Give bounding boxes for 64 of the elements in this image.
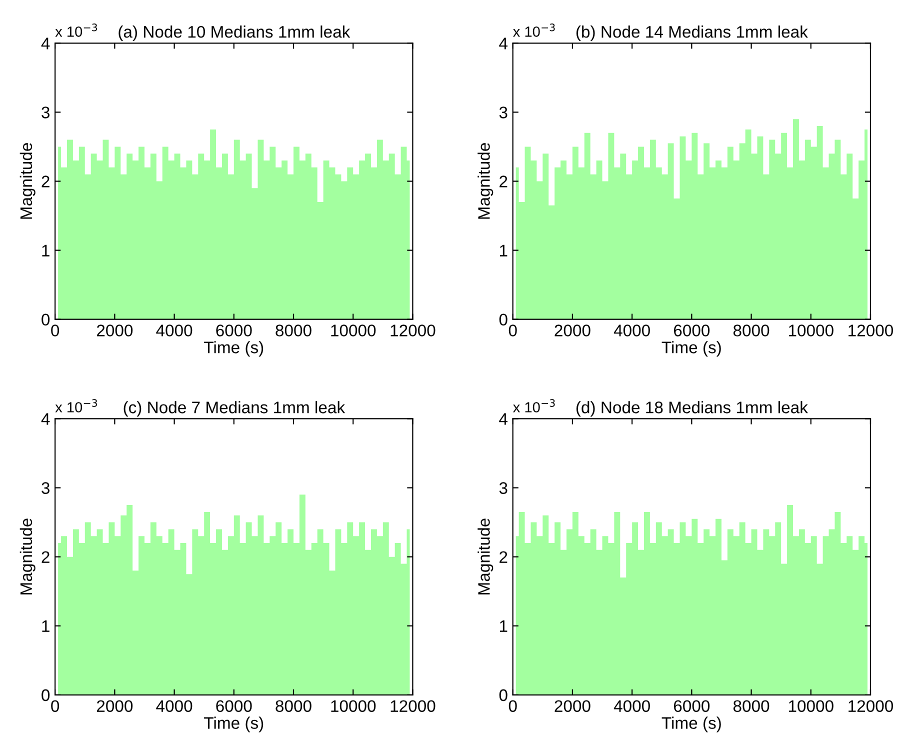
y-axis-title: Magnitude (20, 143, 36, 219)
text: x 10$^{−3}$ (55, 24, 98, 37)
y-axis-title: Magnitude (478, 143, 494, 219)
y-tick-label: 1 (500, 244, 508, 256)
x-axis-title: Time (s) (204, 341, 264, 357)
y-tick-label: 1 (42, 620, 50, 632)
x-tick-label: 4000 (156, 700, 192, 712)
x-tick-label: 2000 (554, 700, 590, 712)
x-tick-label: 12000 (848, 700, 894, 712)
x-tick-label: 8000 (733, 700, 770, 712)
x-axis-title: Time (s) (662, 341, 721, 357)
y-tick-label: 3 (42, 106, 50, 118)
x-tick-label: 12000 (390, 324, 436, 336)
y-tick-label: 3 (499, 482, 508, 494)
x-axis-title: Time (s) (662, 716, 721, 732)
x-tick-label: 0 (508, 324, 517, 336)
x-tick-label: 6000 (216, 700, 252, 712)
y-tick-label: 4 (499, 38, 508, 50)
text: x 10$^{−3}$ (55, 399, 98, 412)
y-tick-label: 4 (499, 413, 508, 425)
y-tick-label: 0 (42, 689, 50, 702)
x-tick-label: 8000 (276, 700, 312, 712)
y-tick-label: 3 (499, 106, 508, 118)
y-tick-label: 0 (499, 689, 508, 702)
x-tick-label: 6000 (674, 700, 710, 712)
y-tick-label: 4 (41, 38, 50, 50)
y-tick-label: 2 (500, 551, 508, 563)
y-tick-label: 0 (42, 314, 50, 326)
y-tick-label: 3 (42, 482, 50, 494)
chart-title: (b) Node 14 Medians 1mm leak (576, 26, 808, 42)
x-tick-label: 4000 (156, 324, 192, 336)
x-axis-title: Time (s) (204, 716, 264, 732)
x-tick-label: 8000 (276, 324, 312, 336)
chart-title: (d) Node 18 Medians 1mm leak (576, 401, 808, 417)
text: x 10$^{−3}$ (513, 24, 555, 37)
y-tick-label: 1 (500, 620, 508, 632)
chart-title: (a) Node 10 Medians 1mm leak (118, 26, 350, 42)
y-tick-label: 2 (42, 176, 50, 188)
x-tick-label: 10000 (331, 324, 376, 336)
x-tick-label: 0 (51, 324, 60, 336)
x-tick-label: 12000 (848, 324, 894, 336)
y-tick-label: 1 (42, 244, 50, 256)
x-tick-label: 10000 (788, 700, 834, 712)
x-tick-label: 0 (51, 700, 60, 712)
x-tick-label: 2000 (96, 700, 133, 712)
chart-title: (c) Node 7 Medians 1mm leak (124, 401, 346, 417)
x-tick-label: 0 (508, 700, 517, 712)
x-tick-label: 6000 (674, 324, 710, 336)
x-tick-label: 10000 (788, 324, 834, 336)
y-tick-label: 2 (42, 551, 50, 563)
x-tick-label: 6000 (216, 324, 252, 336)
y-tick-label: 2 (500, 176, 508, 188)
x-tick-label: 10000 (331, 700, 376, 712)
x-tick-label: 4000 (614, 324, 650, 336)
x-tick-label: 12000 (390, 700, 436, 712)
x-tick-label: 2000 (96, 324, 133, 336)
y-axis-title: Magnitude (20, 518, 36, 594)
x-tick-label: 8000 (733, 324, 770, 336)
y-tick-label: 4 (41, 413, 50, 425)
x-tick-label: 2000 (554, 324, 590, 336)
x-tick-label: 4000 (614, 700, 650, 712)
text: x 10$^{−3}$ (513, 399, 555, 412)
y-tick-label: 0 (499, 314, 508, 326)
y-axis-title: Magnitude (478, 518, 494, 594)
